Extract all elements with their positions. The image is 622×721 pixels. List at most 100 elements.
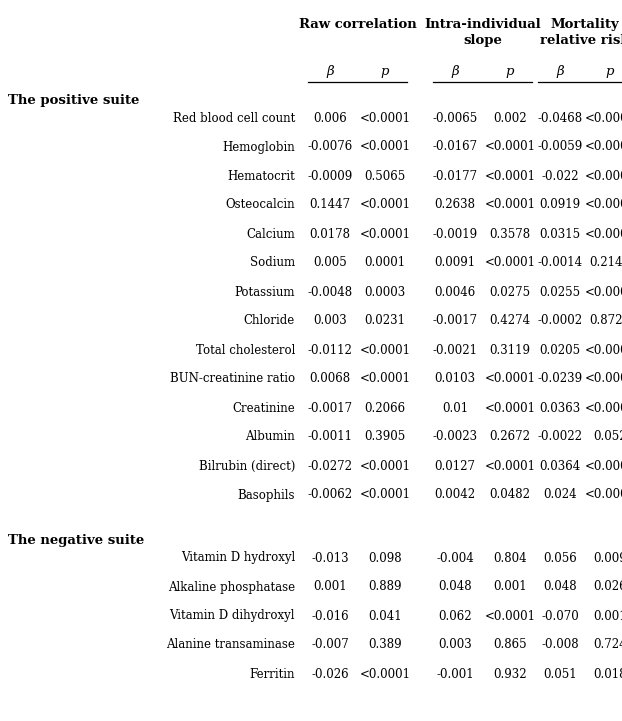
Text: 0.056: 0.056 (543, 552, 577, 565)
Text: p: p (606, 65, 615, 78)
Text: 0.003: 0.003 (313, 314, 347, 327)
Text: β: β (451, 65, 459, 78)
Text: -0.0272: -0.0272 (307, 459, 353, 472)
Text: 0.2672: 0.2672 (490, 430, 531, 443)
Text: -0.0059: -0.0059 (537, 141, 583, 154)
Text: p: p (506, 65, 514, 78)
Text: <0.0001: <0.0001 (360, 459, 411, 472)
Text: <0.0001: <0.0001 (360, 198, 411, 211)
Text: The negative suite: The negative suite (8, 534, 144, 547)
Text: -0.022: -0.022 (541, 169, 578, 182)
Text: Alkaline phosphatase: Alkaline phosphatase (168, 580, 295, 593)
Text: 0.0103: 0.0103 (434, 373, 476, 386)
Text: 0.051: 0.051 (543, 668, 577, 681)
Text: -0.0062: -0.0062 (307, 489, 353, 502)
Text: -0.013: -0.013 (311, 552, 349, 565)
Text: 0.1447: 0.1447 (309, 198, 351, 211)
Text: -0.0167: -0.0167 (432, 141, 478, 154)
Text: 0.0231: 0.0231 (364, 314, 406, 327)
Text: 0.026: 0.026 (593, 580, 622, 593)
Text: <0.0001: <0.0001 (360, 228, 411, 241)
Text: <0.0001: <0.0001 (360, 112, 411, 125)
Text: Ferritin: Ferritin (249, 668, 295, 681)
Text: Hematocrit: Hematocrit (227, 169, 295, 182)
Text: 0.006: 0.006 (313, 112, 347, 125)
Text: 0.2638: 0.2638 (435, 198, 475, 211)
Text: 0.0003: 0.0003 (364, 286, 406, 298)
Text: -0.007: -0.007 (311, 639, 349, 652)
Text: Basophils: Basophils (238, 489, 295, 502)
Text: Chloride: Chloride (244, 314, 295, 327)
Text: 0.0315: 0.0315 (539, 228, 580, 241)
Text: 0.389: 0.389 (368, 639, 402, 652)
Text: -0.0239: -0.0239 (537, 373, 583, 386)
Text: 0.0205: 0.0205 (539, 343, 580, 356)
Text: -0.008: -0.008 (541, 639, 579, 652)
Text: -0.0048: -0.0048 (307, 286, 353, 298)
Text: 0.724: 0.724 (593, 639, 622, 652)
Text: 0.024: 0.024 (543, 489, 577, 502)
Text: 0.3119: 0.3119 (490, 343, 531, 356)
Text: 0.001: 0.001 (493, 580, 527, 593)
Text: -0.0019: -0.0019 (432, 228, 478, 241)
Text: 0.0068: 0.0068 (309, 373, 351, 386)
Text: Creatinine: Creatinine (232, 402, 295, 415)
Text: Vitamin D dihydroxyl: Vitamin D dihydroxyl (170, 609, 295, 622)
Text: 0.048: 0.048 (438, 580, 472, 593)
Text: 0.001: 0.001 (593, 609, 622, 622)
Text: 0.2149: 0.2149 (590, 257, 622, 270)
Text: 0.5065: 0.5065 (364, 169, 406, 182)
Text: p: p (381, 65, 389, 78)
Text: <0.0001: <0.0001 (585, 112, 622, 125)
Text: 0.0091: 0.0091 (434, 257, 476, 270)
Text: Osteocalcin: Osteocalcin (225, 198, 295, 211)
Text: 0.0127: 0.0127 (435, 459, 475, 472)
Text: 0.3905: 0.3905 (364, 430, 406, 443)
Text: -0.0022: -0.0022 (537, 430, 582, 443)
Text: 0.009: 0.009 (593, 552, 622, 565)
Text: 0.062: 0.062 (438, 609, 472, 622)
Text: 0.0046: 0.0046 (434, 286, 476, 298)
Text: -0.0014: -0.0014 (537, 257, 583, 270)
Text: -0.0468: -0.0468 (537, 112, 583, 125)
Text: -0.0076: -0.0076 (307, 141, 353, 154)
Text: 0.3578: 0.3578 (490, 228, 531, 241)
Text: 0.005: 0.005 (313, 257, 347, 270)
Text: 0.865: 0.865 (493, 639, 527, 652)
Text: 0.0275: 0.0275 (490, 286, 531, 298)
Text: 0.001: 0.001 (313, 580, 347, 593)
Text: <0.0001: <0.0001 (360, 489, 411, 502)
Text: <0.0001: <0.0001 (585, 141, 622, 154)
Text: 0.0001: 0.0001 (364, 257, 406, 270)
Text: 0.041: 0.041 (368, 609, 402, 622)
Text: <0.0001: <0.0001 (585, 402, 622, 415)
Text: <0.0001: <0.0001 (485, 169, 536, 182)
Text: -0.0017: -0.0017 (307, 402, 353, 415)
Text: <0.0001: <0.0001 (485, 609, 536, 622)
Text: β: β (326, 65, 334, 78)
Text: <0.0001: <0.0001 (585, 286, 622, 298)
Text: 0.932: 0.932 (493, 668, 527, 681)
Text: The positive suite: The positive suite (8, 94, 139, 107)
Text: <0.0001: <0.0001 (585, 459, 622, 472)
Text: -0.0009: -0.0009 (307, 169, 353, 182)
Text: 0.8727: 0.8727 (590, 314, 622, 327)
Text: -0.0011: -0.0011 (307, 430, 353, 443)
Text: 0.0364: 0.0364 (539, 459, 580, 472)
Text: -0.070: -0.070 (541, 609, 579, 622)
Text: <0.0001: <0.0001 (585, 228, 622, 241)
Text: Potassium: Potassium (234, 286, 295, 298)
Text: Red blood cell count: Red blood cell count (173, 112, 295, 125)
Text: <0.0001: <0.0001 (585, 169, 622, 182)
Text: Raw correlation: Raw correlation (299, 18, 416, 31)
Text: Sodium: Sodium (250, 257, 295, 270)
Text: -0.0017: -0.0017 (432, 314, 478, 327)
Text: -0.016: -0.016 (311, 609, 349, 622)
Text: <0.0001: <0.0001 (360, 373, 411, 386)
Text: Mortality
relative risk: Mortality relative risk (541, 18, 622, 47)
Text: β: β (556, 65, 564, 78)
Text: -0.001: -0.001 (436, 668, 474, 681)
Text: -0.004: -0.004 (436, 552, 474, 565)
Text: 0.0919: 0.0919 (539, 198, 580, 211)
Text: 0.003: 0.003 (438, 639, 472, 652)
